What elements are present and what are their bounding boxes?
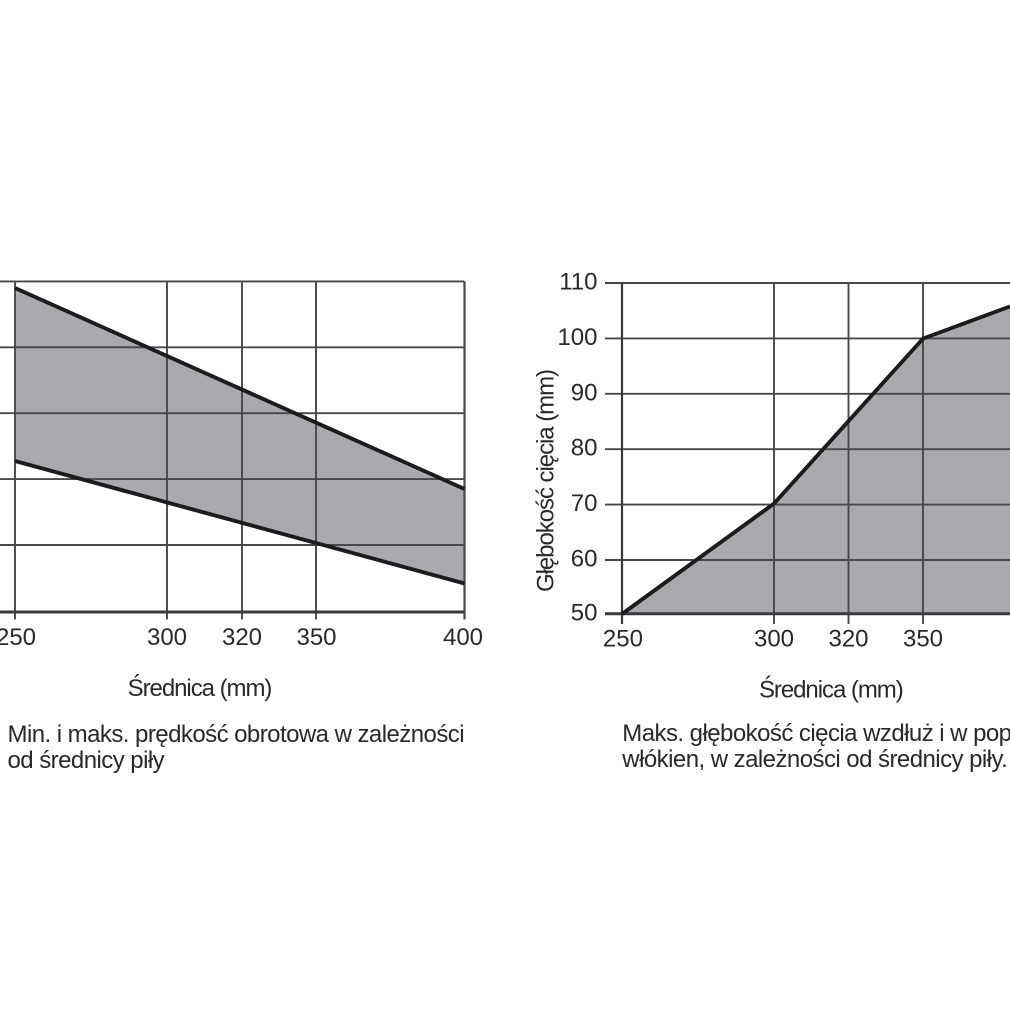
svg-text:50: 50 bbox=[571, 599, 598, 626]
svg-text:90: 90 bbox=[571, 379, 598, 406]
svg-text:300: 300 bbox=[754, 626, 794, 653]
svg-text:110: 110 bbox=[559, 269, 597, 296]
svg-text:Maks. głębokość cięcia wzdłuż: Maks. głębokość cięcia wzdłuż i w poprze… bbox=[622, 720, 1010, 747]
svg-text:od średnicy piły: od średnicy piły bbox=[8, 747, 165, 774]
svg-text:Średnica (mm): Średnica (mm) bbox=[759, 676, 903, 704]
svg-text:250: 250 bbox=[0, 624, 36, 651]
svg-text:350: 350 bbox=[903, 626, 943, 653]
svg-text:80: 80 bbox=[571, 435, 598, 462]
svg-text:400: 400 bbox=[443, 624, 483, 651]
svg-text:włókien, w zależności od średn: włókien, w zależności od średnicy piły. bbox=[621, 746, 1007, 773]
svg-text:100: 100 bbox=[557, 324, 597, 351]
svg-text:Min. i maks. prędkość obrotowa: Min. i maks. prędkość obrotowa w zależno… bbox=[8, 721, 465, 748]
svg-text:320: 320 bbox=[828, 626, 868, 653]
svg-text:320: 320 bbox=[222, 624, 262, 651]
svg-text:Średnica (mm): Średnica (mm) bbox=[128, 674, 272, 702]
svg-text:300: 300 bbox=[147, 624, 187, 651]
svg-text:Głębokość cięcia (mm): Głębokość cięcia (mm) bbox=[533, 370, 560, 592]
svg-text:60: 60 bbox=[571, 546, 598, 573]
svg-text:250: 250 bbox=[603, 626, 643, 653]
svg-text:70: 70 bbox=[571, 490, 598, 517]
svg-text:350: 350 bbox=[296, 624, 336, 651]
